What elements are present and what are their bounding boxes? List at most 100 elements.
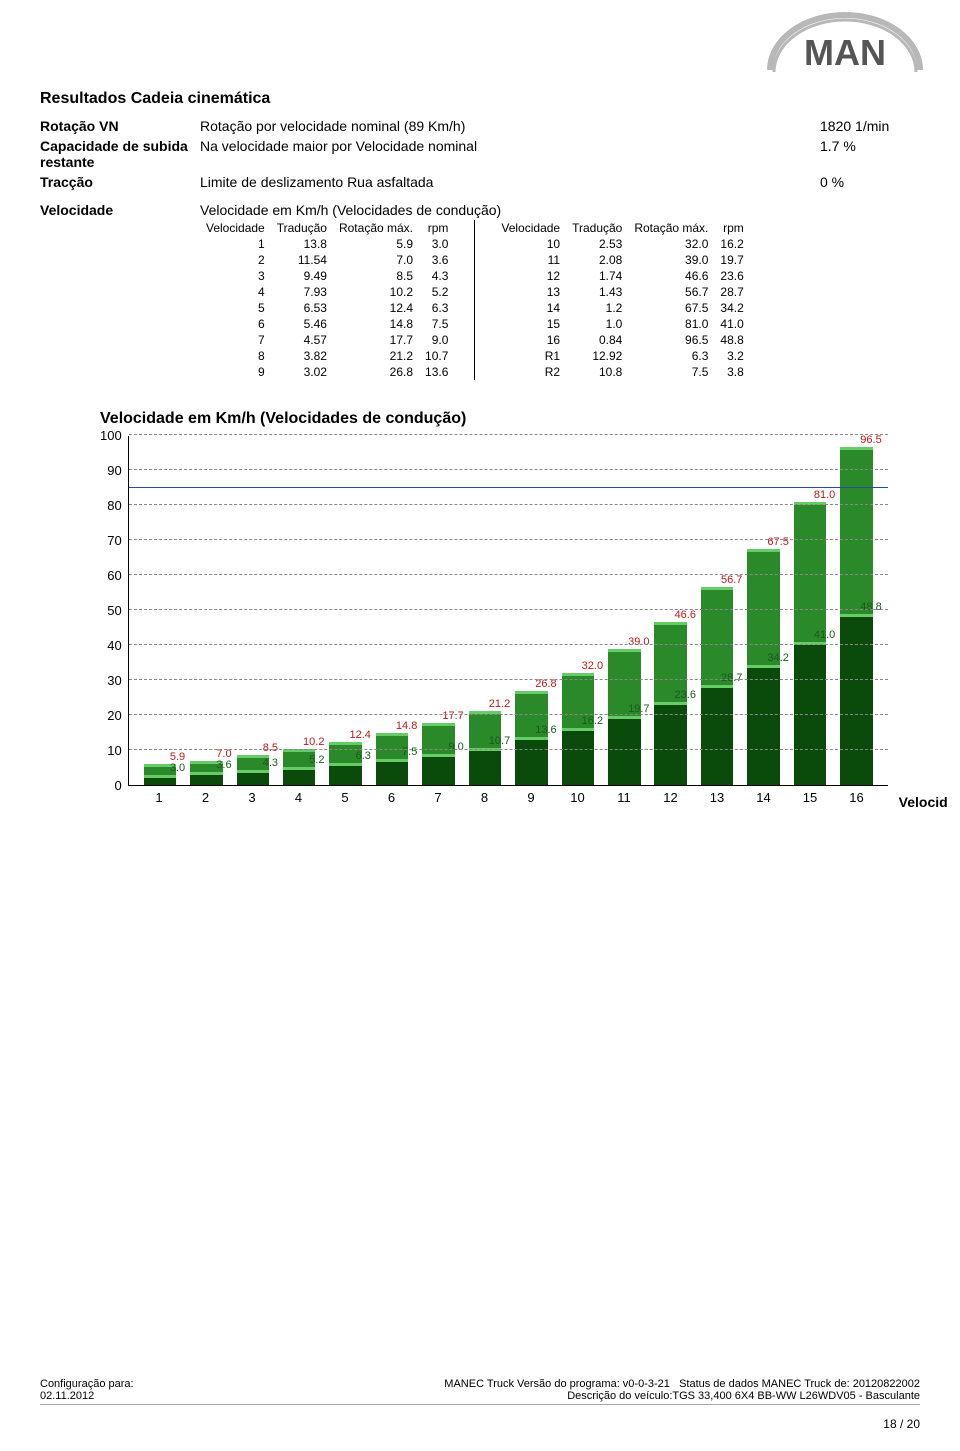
bar-label-mid: 48.8 bbox=[860, 601, 881, 613]
spec-desc: Limite de deslizamento Rua asfaltada bbox=[200, 174, 820, 190]
cell: 11.54 bbox=[271, 252, 333, 268]
cell: 10.7 bbox=[419, 348, 454, 364]
col-header: Velocidade bbox=[495, 220, 566, 236]
cell: 15 bbox=[495, 316, 566, 332]
cell: 48.8 bbox=[714, 332, 749, 348]
bar-label-mid: 13.6 bbox=[535, 724, 556, 736]
x-tick: 7 bbox=[415, 790, 462, 805]
section-title: Resultados Cadeia cinemática bbox=[40, 90, 920, 108]
spec-value: 1.7 % bbox=[820, 138, 920, 170]
cell: 1 bbox=[200, 236, 271, 252]
x-tick: 8 bbox=[461, 790, 508, 805]
cell: 5.9 bbox=[333, 236, 419, 252]
table-row: 121.7446.623.6 bbox=[495, 268, 749, 284]
cell: 26.8 bbox=[333, 364, 419, 380]
cell: 16.2 bbox=[714, 236, 749, 252]
cell: 32.0 bbox=[628, 236, 714, 252]
bar-label-mid: 23.6 bbox=[675, 689, 696, 701]
cell: 9 bbox=[200, 364, 271, 380]
cell: 28.7 bbox=[714, 284, 749, 300]
bar-label-top: 67.5 bbox=[767, 536, 788, 548]
cell: 4.57 bbox=[271, 332, 333, 348]
cell: 8 bbox=[200, 348, 271, 364]
cell: 41.0 bbox=[714, 316, 749, 332]
table-row: 83.8221.210.7 bbox=[200, 348, 454, 364]
cell: 96.5 bbox=[628, 332, 714, 348]
cell: 3.82 bbox=[271, 348, 333, 364]
bar bbox=[422, 723, 455, 785]
cell: 34.2 bbox=[714, 300, 749, 316]
spec-label: Rotação VN bbox=[40, 118, 200, 134]
cell: 13 bbox=[495, 284, 566, 300]
cell: 6 bbox=[200, 316, 271, 332]
x-tick: 5 bbox=[322, 790, 369, 805]
x-tick: 15 bbox=[787, 790, 834, 805]
bar bbox=[701, 587, 734, 785]
cell: 5.2 bbox=[419, 284, 454, 300]
cell: 7.5 bbox=[419, 316, 454, 332]
table-row: 102.5332.016.2 bbox=[495, 236, 749, 252]
cell: 3.8 bbox=[714, 364, 749, 380]
cell: 10.8 bbox=[566, 364, 628, 380]
cell: 12.4 bbox=[333, 300, 419, 316]
cell: 6.3 bbox=[419, 300, 454, 316]
table-row: R112.926.33.2 bbox=[495, 348, 749, 364]
cell: 17.7 bbox=[333, 332, 419, 348]
table-row: 131.4356.728.7 bbox=[495, 284, 749, 300]
cell: 12.92 bbox=[566, 348, 628, 364]
x-tick: 6 bbox=[368, 790, 415, 805]
cell: 56.7 bbox=[628, 284, 714, 300]
cell: 1.43 bbox=[566, 284, 628, 300]
cell: 12 bbox=[495, 268, 566, 284]
cell: 7.93 bbox=[271, 284, 333, 300]
page-number: 18 / 20 bbox=[40, 1417, 920, 1431]
cell: 3.0 bbox=[419, 236, 454, 252]
footer-date: 02.11.2012 bbox=[40, 1390, 94, 1402]
velocidade-label: Velocidade bbox=[40, 202, 200, 380]
table-row: R210.87.53.8 bbox=[495, 364, 749, 380]
bar-slot: 26.813.6 bbox=[508, 691, 554, 785]
x-tick: 10 bbox=[554, 790, 601, 805]
spec-value: 1820 1/min bbox=[820, 118, 920, 134]
chart-plot: 5.93.07.03.68.54.310.25.212.46.314.87.51… bbox=[128, 436, 888, 786]
x-tick: 9 bbox=[508, 790, 555, 805]
bar-slot: 7.03.6 bbox=[183, 761, 229, 786]
x-tick: 16 bbox=[833, 790, 880, 805]
col-header: Rotação máx. bbox=[628, 220, 714, 236]
bar-slot: 21.210.7 bbox=[462, 711, 508, 785]
table-row: 93.0226.813.6 bbox=[200, 364, 454, 380]
bar bbox=[469, 711, 502, 785]
velocidade-subtitle: Velocidade em Km/h (Velocidades de condu… bbox=[200, 202, 920, 218]
bar bbox=[376, 733, 409, 785]
bar-label-top: 56.7 bbox=[721, 574, 742, 586]
x-tick: 1 bbox=[136, 790, 183, 805]
bar bbox=[515, 691, 548, 785]
bar-label-mid: 28.7 bbox=[721, 672, 742, 684]
spec-table: Rotação VNRotação por velocidade nominal… bbox=[40, 118, 920, 190]
table-row: 113.85.93.0 bbox=[200, 236, 454, 252]
x-tick: 11 bbox=[601, 790, 648, 805]
spec-desc: Na velocidade maior por Velocidade nomin… bbox=[200, 138, 820, 170]
cell: 8.5 bbox=[333, 268, 419, 284]
bar-slot: 14.87.5 bbox=[369, 733, 415, 785]
footer-vehicle-desc: Descrição do veículo:TGS 33,400 6X4 BB-W… bbox=[567, 1390, 920, 1402]
col-header: Velocidade bbox=[200, 220, 271, 236]
table-row: 56.5312.46.3 bbox=[200, 300, 454, 316]
x-tick: 13 bbox=[694, 790, 741, 805]
bar-label-mid: 10.7 bbox=[489, 735, 510, 747]
cell: 6.53 bbox=[271, 300, 333, 316]
bar-slot: 17.79.0 bbox=[415, 723, 461, 785]
footer-config-label: Configuração para: bbox=[40, 1378, 134, 1390]
cell: 7.0 bbox=[333, 252, 419, 268]
cell: 2 bbox=[200, 252, 271, 268]
bar-label-top: 10.2 bbox=[303, 736, 324, 748]
x-axis: 12345678910111213141516 bbox=[128, 786, 888, 805]
bar-slot: 10.25.2 bbox=[276, 749, 322, 785]
data-table-right: VelocidadeTraduçãoRotação máx.rpm102.533… bbox=[495, 220, 749, 380]
bar-slot: 39.019.7 bbox=[601, 649, 647, 786]
bar-slot: 56.728.7 bbox=[694, 587, 740, 785]
cell: 67.5 bbox=[628, 300, 714, 316]
spec-desc: Rotação por velocidade nominal (89 Km/h) bbox=[200, 118, 820, 134]
bar bbox=[608, 649, 641, 786]
cell: 39.0 bbox=[628, 252, 714, 268]
